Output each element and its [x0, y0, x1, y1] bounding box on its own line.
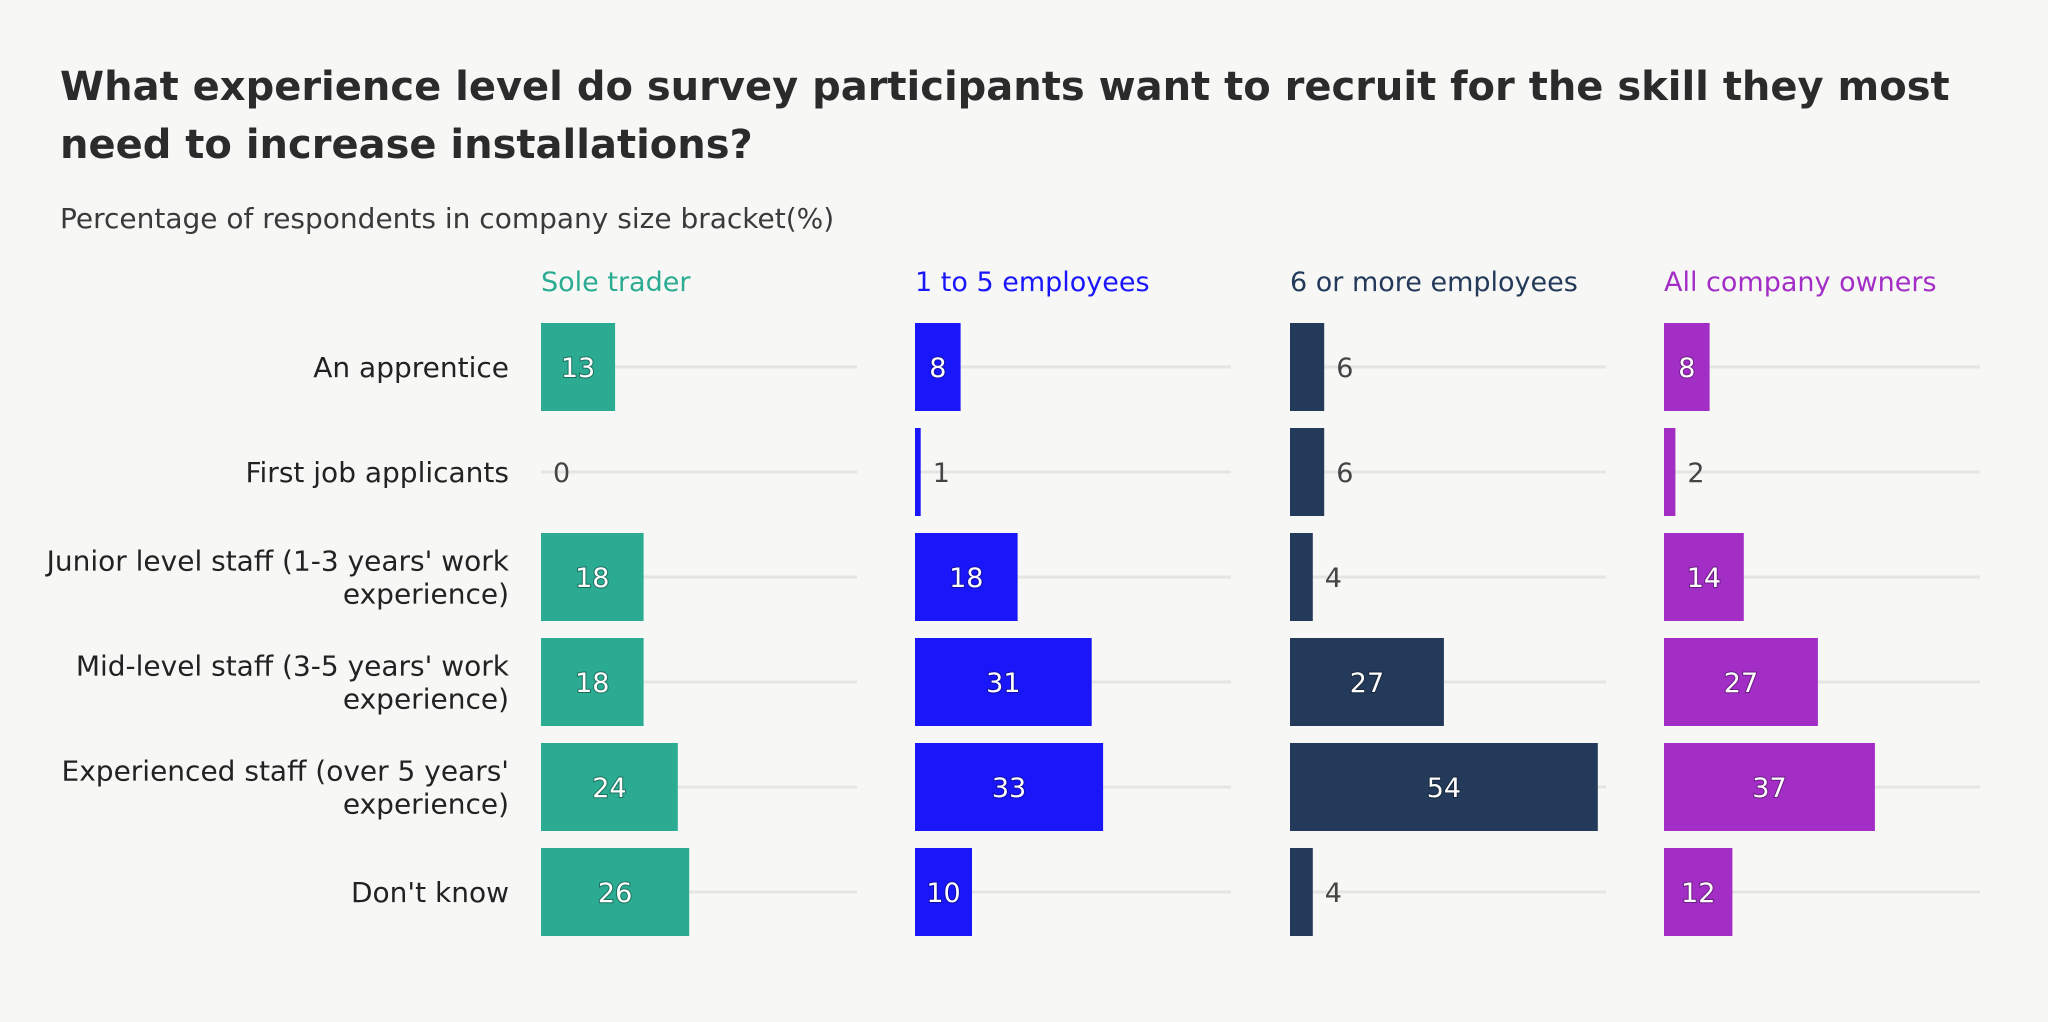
data-label: 6	[1336, 353, 1353, 384]
bar	[541, 743, 678, 831]
data-label: 54	[1427, 773, 1461, 804]
bar	[1290, 428, 1325, 516]
bar	[1290, 743, 1598, 831]
data-label: 27	[1724, 668, 1758, 699]
gridlines	[541, 365, 1980, 894]
data-label: 13	[561, 353, 595, 384]
category-label: First job applicants	[245, 456, 509, 489]
data-label: 0	[553, 458, 570, 489]
panel-title: All company owners	[1664, 267, 1937, 298]
data-label: 27	[1350, 668, 1384, 699]
category-label: Experienced staff (over 5 years' experien…	[62, 755, 509, 821]
data-label: 4	[1325, 878, 1342, 909]
data-label: 1	[933, 458, 950, 489]
bar	[541, 848, 690, 936]
data-label: 26	[598, 878, 632, 909]
bar	[1290, 848, 1313, 936]
panel-title: Sole trader	[541, 267, 691, 298]
category-labels: An apprentice First job applicants Junior …	[45, 351, 510, 909]
bar	[915, 848, 972, 936]
data-label: 8	[929, 353, 946, 384]
data-label: 18	[949, 563, 983, 594]
bar	[1290, 323, 1325, 411]
category-label: Don't know	[351, 876, 509, 909]
bar	[1664, 323, 1710, 411]
panel-title: 6 or more employees	[1290, 267, 1578, 298]
data-label: 12	[1681, 878, 1715, 909]
data-label: 10	[926, 878, 960, 909]
data-label: 18	[575, 563, 609, 594]
bar	[1664, 533, 1744, 621]
data-label: 14	[1687, 563, 1721, 594]
bar	[1664, 638, 1818, 726]
chart-subtitle: Percentage of respondents in company siz…	[60, 202, 835, 235]
bar	[1290, 638, 1444, 726]
data-label: 4	[1325, 563, 1342, 594]
bar	[1664, 848, 1733, 936]
data-label: 37	[1752, 773, 1786, 804]
data-label: 24	[592, 773, 626, 804]
bar	[915, 638, 1092, 726]
panel: Sole trader 13 0 18 18 24 26	[541, 267, 691, 936]
bar	[1664, 743, 1875, 831]
bar	[541, 533, 644, 621]
panel: 6 or more employees 6 6 4 27 54 4	[1290, 267, 1598, 936]
chart-title: What experience level do survey particip…	[60, 64, 1950, 168]
data-label: 33	[992, 773, 1026, 804]
bar	[915, 428, 921, 516]
bar	[541, 638, 644, 726]
data-label: 6	[1336, 458, 1353, 489]
bar	[915, 533, 1018, 621]
bar	[1664, 428, 1676, 516]
panel: All company owners 8 2 14 27 37 12	[1664, 267, 1937, 936]
bar	[541, 323, 616, 411]
category-label: Junior level staff (1-3 years' work exper…	[45, 545, 510, 611]
bar	[1290, 533, 1313, 621]
category-label: Mid-level staff (3-5 years' work experien…	[76, 650, 510, 716]
panel: 1 to 5 employees 8 1 18 31 33 10	[915, 267, 1150, 936]
data-label: 18	[575, 668, 609, 699]
data-label: 31	[986, 668, 1020, 699]
category-label: An apprentice	[313, 351, 509, 384]
panel-title: 1 to 5 employees	[915, 267, 1150, 298]
data-label: 8	[1678, 353, 1695, 384]
bar	[915, 323, 961, 411]
data-label: 2	[1687, 458, 1704, 489]
bar	[915, 743, 1104, 831]
